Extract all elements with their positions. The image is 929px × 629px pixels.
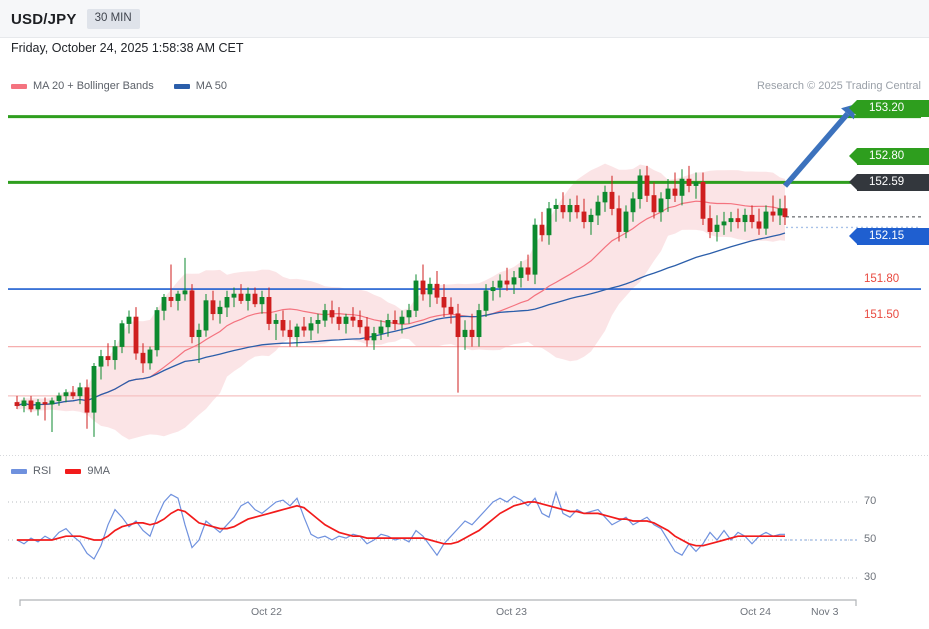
price-tag-152-59[interactable]: 152.59 (849, 173, 929, 191)
price-tag-value: 152.59 (869, 176, 905, 188)
x-axis-label-oct-24: Oct 24 (740, 606, 771, 618)
rsi-chart-pane (0, 455, 929, 629)
timeframe-badge[interactable]: 30 MIN (86, 9, 140, 29)
legend-swatch-icon (11, 83, 27, 89)
price-tag-value: 152.80 (869, 150, 905, 162)
legend-item-rsi: RSI (11, 465, 51, 477)
research-credit: Research © 2025 Trading Central (756, 80, 921, 92)
legend-swatch-icon (173, 83, 190, 89)
price-tag-151-80: 151.80 (864, 273, 900, 285)
legend-swatch-icon (11, 468, 27, 474)
legend-item-9ma: 9MA (65, 465, 110, 477)
chart-header: USD/JPY 30 MIN (0, 0, 929, 38)
price-tag-value: 153.20 (869, 102, 905, 114)
price-legend: MA 20 + Bollinger Bands MA 50 (11, 80, 241, 92)
instrument-symbol: USD/JPY (11, 10, 77, 28)
legend-label: MA 20 + Bollinger Bands (33, 80, 154, 92)
price-tag-151-50: 151.50 (864, 309, 900, 321)
x-axis-label-oct-22: Oct 22 (251, 606, 282, 618)
legend-label: 9MA (87, 465, 110, 477)
chart-timestamp: Friday, October 24, 2025 1:58:38 AM CET (11, 41, 244, 55)
price-tag-152-80[interactable]: 152.80 (849, 147, 929, 165)
rsi-chart-svg (0, 455, 929, 606)
legend-swatch-icon (65, 468, 82, 474)
legend-item-ma20-bollinger: MA 20 + Bollinger Bands (11, 80, 154, 92)
legend-item-ma50: MA 50 (173, 80, 227, 92)
price-chart-pane (0, 96, 929, 452)
x-axis-label-oct-23: Oct 23 (496, 606, 527, 618)
price-tag-153-20[interactable]: 153.20 (849, 99, 929, 117)
rsi-axis-70: 70 (864, 495, 877, 507)
rsi-legend: RSI 9MA (11, 465, 124, 477)
price-chart-svg (8, 104, 921, 440)
legend-label: RSI (33, 465, 52, 477)
legend-label: MA 50 (195, 80, 227, 92)
price-tag-152-15[interactable]: 152.15 (849, 227, 929, 245)
price-tag-value: 152.15 (869, 230, 905, 242)
rsi-axis-30: 30 (864, 571, 877, 583)
rsi-axis-50: 50 (864, 533, 877, 545)
x-axis-label-nov-3: Nov 3 (811, 606, 839, 618)
